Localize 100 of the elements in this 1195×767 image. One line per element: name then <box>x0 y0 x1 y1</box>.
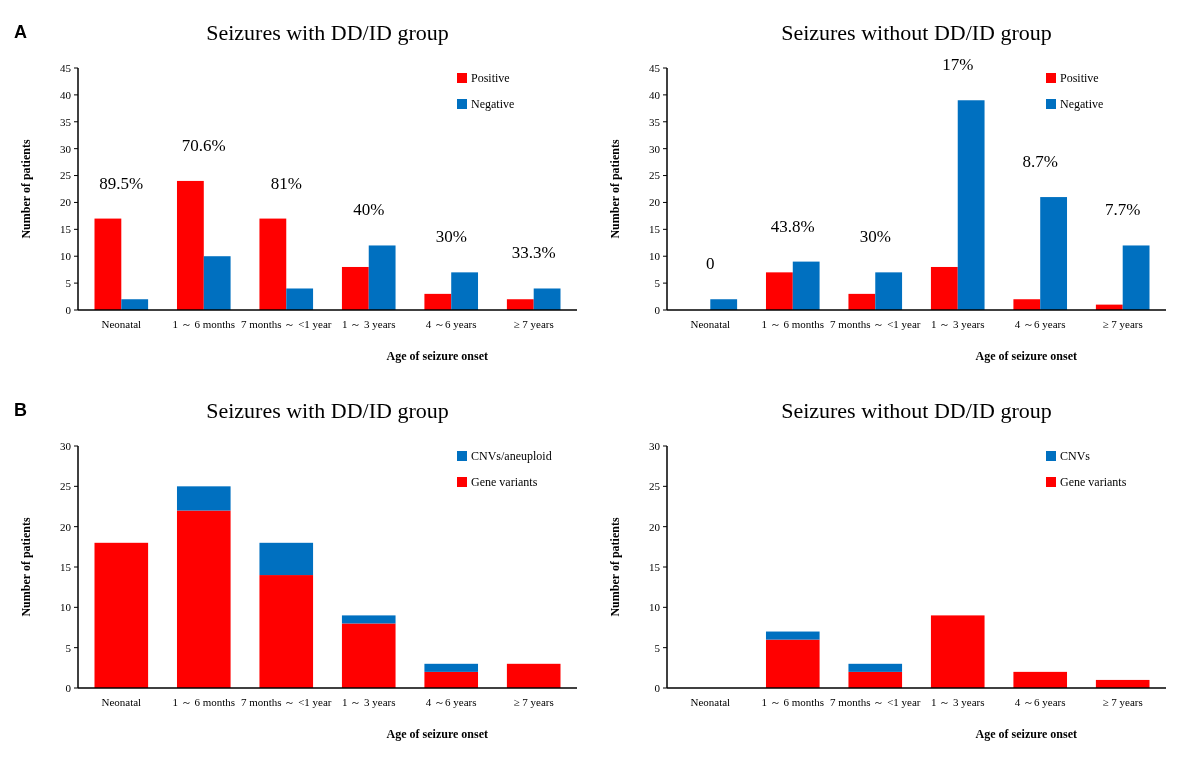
annotation: 43.8% <box>770 216 815 236</box>
bar <box>1040 197 1068 310</box>
x-tick-label: 1 ～ 3 years <box>931 696 985 708</box>
bar <box>930 615 985 688</box>
x-tick-label: ≥ 7 years <box>513 696 554 708</box>
bar <box>848 293 876 310</box>
x-axis-title: Age of seizure onset <box>386 727 488 741</box>
annotation: 89.5% <box>99 173 144 193</box>
y-tick-label: 30 <box>649 439 661 452</box>
bar <box>451 272 479 310</box>
annotation: 81% <box>270 173 302 193</box>
legend-label: CNVs <box>1060 449 1091 464</box>
x-tick-label: 7 months ～ <1 year <box>240 696 332 708</box>
x-tick-label: 7 months ～ <1 year <box>829 318 921 330</box>
bar <box>424 293 452 310</box>
x-tick-label: 4 ～6 years <box>1014 696 1066 708</box>
x-tick-label: 1 ～ 6 months <box>761 318 825 330</box>
bar <box>792 261 820 310</box>
bar <box>765 631 820 640</box>
x-tick-label: Neonatal <box>690 696 731 708</box>
y-tick-label: 15 <box>60 560 72 573</box>
x-tick-label: ≥ 7 years <box>1102 696 1143 708</box>
y-tick-label: 30 <box>649 142 661 155</box>
y-tick-label: 0 <box>65 681 72 694</box>
bar <box>203 256 231 310</box>
bar <box>259 218 287 310</box>
y-tick-label: 30 <box>60 142 72 155</box>
bar <box>848 671 903 688</box>
bar <box>121 299 149 310</box>
y-tick-label: 35 <box>60 115 72 128</box>
chart-title: Seizures without DD/ID group <box>781 20 1052 45</box>
x-tick-label: 1 ～ 3 years <box>342 696 396 708</box>
bar <box>1122 245 1150 310</box>
text: A <box>14 22 27 42</box>
y-tick-label: 45 <box>649 61 661 74</box>
bar <box>875 272 903 310</box>
x-tick-label: 4 ～6 years <box>425 318 477 330</box>
x-tick-label: Neonatal <box>101 696 142 708</box>
bar <box>1013 299 1041 310</box>
y-tick-label: 35 <box>649 115 661 128</box>
bar <box>506 299 534 310</box>
y-tick-label: 0 <box>654 681 661 694</box>
y-tick-label: 30 <box>60 439 72 452</box>
y-tick-label: 40 <box>649 88 661 101</box>
annotation: 33.3% <box>511 243 556 263</box>
y-tick-label: 0 <box>654 303 661 316</box>
bar <box>341 266 369 310</box>
y-tick-label: 15 <box>60 223 72 236</box>
bar <box>94 542 149 688</box>
y-tick-label: 25 <box>60 480 72 493</box>
legend-label: Positive <box>471 71 510 86</box>
bar <box>341 623 396 688</box>
bar <box>286 288 314 310</box>
x-tick-label: ≥ 7 years <box>513 318 554 330</box>
y-tick-label: 25 <box>60 169 72 182</box>
annotation: 7.7% <box>1104 200 1141 220</box>
y-tick-label: 20 <box>649 196 661 209</box>
y-tick-label: 5 <box>654 276 661 289</box>
annotation: 0 <box>706 254 715 274</box>
y-tick-label: 40 <box>60 88 72 101</box>
x-axis-title: Age of seizure onset <box>975 727 1077 741</box>
chart-title: Seizures with DD/ID group <box>206 20 449 45</box>
bar <box>765 272 793 310</box>
bar <box>259 575 314 688</box>
legend-label: Negative <box>1060 97 1104 112</box>
y-axis-title: Number of patients <box>19 517 33 617</box>
y-tick-label: 10 <box>60 250 72 263</box>
x-tick-label: 7 months ～ <1 year <box>240 318 332 330</box>
x-tick-label: 4 ～6 years <box>1014 318 1066 330</box>
y-tick-label: 20 <box>649 520 661 533</box>
bar <box>710 299 738 310</box>
bar <box>533 288 561 310</box>
x-tick-label: 1 ～ 3 years <box>342 318 396 330</box>
annotation: 30% <box>859 227 891 247</box>
y-tick-label: 25 <box>649 480 661 493</box>
bar <box>930 266 958 310</box>
bar <box>1013 671 1068 688</box>
bar <box>506 663 561 688</box>
y-tick-label: 5 <box>65 276 72 289</box>
x-tick-label: 1 ～ 6 months <box>172 318 236 330</box>
x-tick-label: Neonatal <box>690 318 731 330</box>
annotation: 30% <box>435 227 467 247</box>
y-axis-title: Number of patients <box>608 517 622 617</box>
chart-title: Seizures with DD/ID group <box>206 398 449 423</box>
bar <box>424 671 479 688</box>
annotation: 8.7% <box>1022 152 1058 172</box>
bar <box>957 100 985 310</box>
bar <box>341 615 396 624</box>
y-tick-label: 5 <box>654 641 661 654</box>
x-axis-title: Age of seizure onset <box>975 349 1077 363</box>
legend-label: Gene variants <box>471 475 538 490</box>
legend-label: Negative <box>471 97 515 112</box>
legend-label: CNVs/aneuploid <box>471 449 552 464</box>
bar <box>765 639 820 688</box>
bar <box>176 510 231 688</box>
bar <box>94 218 122 310</box>
annotation: 40% <box>353 200 385 220</box>
x-tick-label: 1 ～ 3 years <box>931 318 985 330</box>
x-tick-label: 4 ～6 years <box>425 696 477 708</box>
bar <box>368 245 396 310</box>
